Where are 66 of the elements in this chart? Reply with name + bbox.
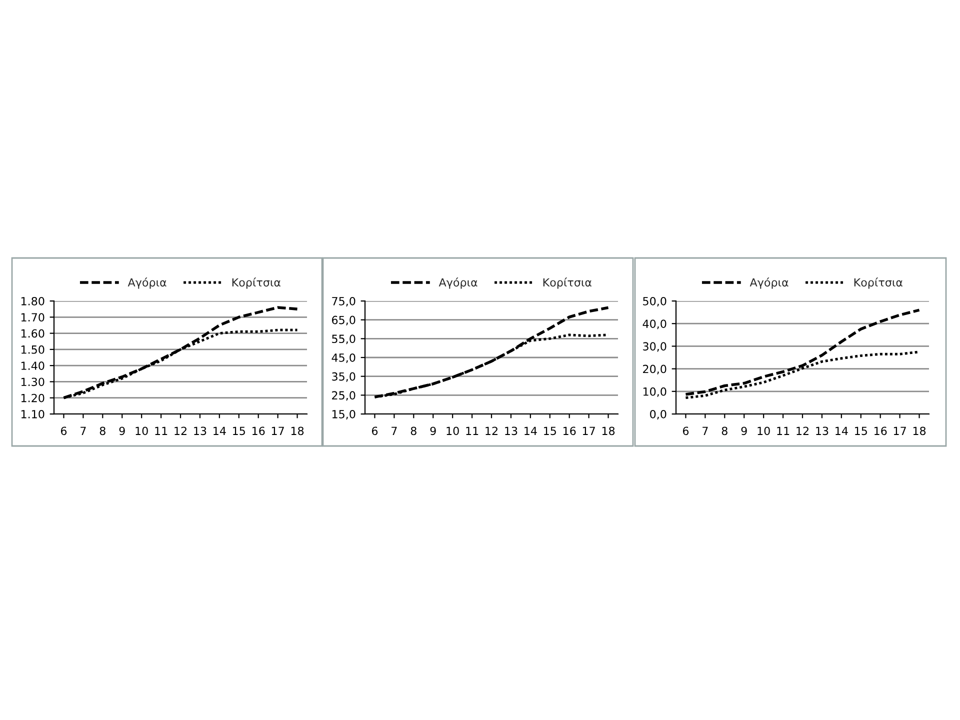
y-tick-label: 1.70 [21,313,44,322]
y-tick-label: 20,0 [643,364,666,374]
x-tick-label: 6 [372,426,378,436]
x-tick-label: 11 [155,426,168,435]
y-tick-label: 1.10 [21,410,44,418]
x-tick-label: 16 [563,426,576,436]
y-tick-label: 0,0 [650,410,666,420]
y-tick-label: 45,0 [332,353,356,364]
x-tick-label: 9 [430,426,436,436]
x-tick-label: 11 [777,426,790,435]
x-tick-label: 7 [392,426,397,435]
x-tick-label: 13 [816,426,828,436]
x-tick-label: 16 [252,426,265,436]
legend-label: Αγόρια [750,278,788,289]
x-tick-label: 8 [100,426,106,436]
y-tick-label: 1.60 [21,329,44,338]
legend-label: Κορίτσια [543,278,592,289]
x-tick-label: 8 [722,426,728,436]
x-tick-label: 17 [894,426,906,435]
x-tick-label: 18 [602,426,615,436]
y-tick-label: 10,0 [643,387,666,397]
x-tick-label: 18 [291,426,304,436]
y-tick-label: 55,0 [332,334,356,344]
x-tick-label: 10 [446,426,459,436]
x-tick-label: 15 [233,426,245,436]
x-tick-label: 9 [741,426,747,436]
y-tick-label: 15,0 [332,410,356,420]
y-tick-label: 40,0 [642,320,666,330]
x-tick-label: 15 [544,426,556,436]
x-tick-label: 17 [272,426,284,435]
x-tick-label: 17 [582,426,595,435]
x-tick-label: 13 [194,426,206,436]
x-tick-label: 15 [855,426,867,436]
y-tick-label: 50,0 [643,296,666,307]
x-tick-label: 7 [80,426,86,435]
y-tick-label: 1.80 [21,296,44,306]
x-tick-label: 11 [466,426,478,435]
x-tick-label: 9 [119,426,125,436]
y-tick-label: 30,0 [643,342,666,352]
x-tick-label: 12 [486,426,498,435]
legend-label: Κορίτσια [854,278,902,289]
x-tick-label: 14 [524,426,537,435]
y-tick-label: 1.30 [21,378,44,386]
y-tick-label: 1.20 [21,394,44,402]
x-tick-label: 8 [410,426,416,436]
x-tick-label: 7 [702,426,708,435]
y-tick-label: 75,0 [332,296,356,307]
x-tick-label: 13 [505,426,518,436]
x-tick-label: 10 [136,426,148,436]
y-tick-label: 1.40 [21,362,44,370]
y-tick-label: 65,0 [332,316,356,326]
x-tick-label: 12 [796,426,808,435]
x-tick-label: 6 [682,426,689,436]
y-tick-label: 35,0 [332,372,356,382]
legend-label: Αγόρια [128,278,166,289]
x-tick-label: 16 [874,426,887,436]
x-tick-label: 14 [214,426,226,435]
x-tick-label: 18 [913,426,926,436]
y-tick-label: 25,0 [332,391,356,401]
legend-label: Κορίτσια [232,278,280,289]
legend-label: Αγόρια [438,278,478,289]
x-tick-label: 12 [174,426,186,435]
y-tick-label: 1.50 [21,345,44,354]
x-tick-label: 6 [60,426,67,436]
x-tick-label: 10 [758,426,770,436]
x-tick-label: 14 [836,426,848,435]
